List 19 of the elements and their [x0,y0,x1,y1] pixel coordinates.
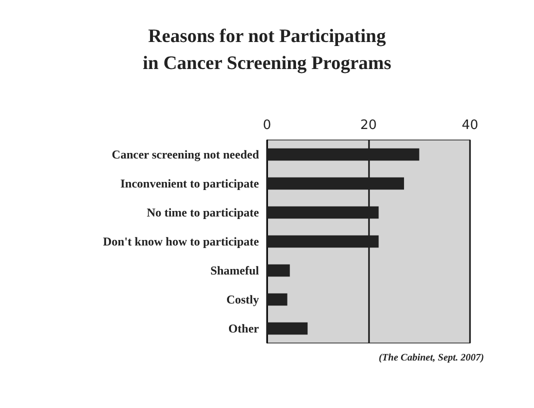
bar [267,322,308,335]
y-tick-label: No time to participate [146,206,260,220]
y-tick-label: Other [228,322,260,336]
y-tick-label: Costly [226,292,259,306]
x-tick-label: 20 [360,118,377,133]
y-tick-label: Don't know how to participate [102,234,260,248]
bar [267,293,288,306]
y-tick-label: Shameful [210,264,260,278]
y-tick-label: Inconvenient to participate [120,176,260,190]
bar [267,177,404,190]
x-tick-label: 40 [462,118,478,133]
y-tick-label: Cancer screening not needed [112,148,260,162]
bar [267,148,420,161]
bar [267,264,290,277]
bar [267,206,379,219]
x-tick-label: 0 [262,118,272,133]
text: (The Cabinet, Sept. 2007) [378,352,484,364]
chart-title: Reasons for not Participating in Cancer Screening Programs [142,26,392,74]
bar [267,235,379,248]
